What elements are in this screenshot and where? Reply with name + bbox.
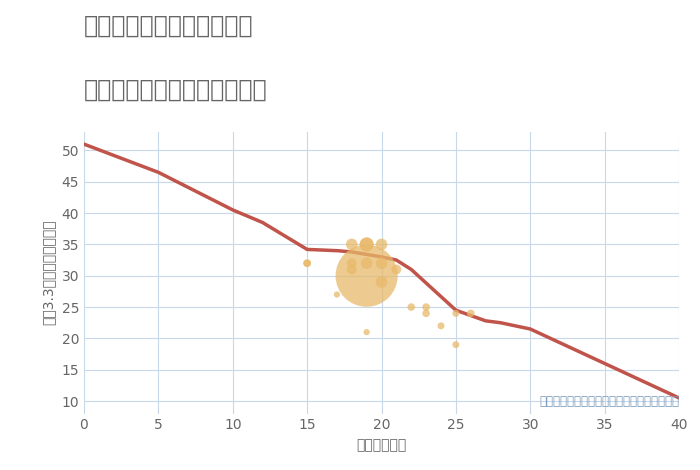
Text: 兵庫県姫路市豊富町甲丘の: 兵庫県姫路市豊富町甲丘の xyxy=(84,14,253,38)
Point xyxy=(376,259,387,267)
Text: 円の大きさは、取引のあった物件面積を示す: 円の大きさは、取引のあった物件面積を示す xyxy=(539,395,679,408)
Point xyxy=(346,241,357,248)
Text: 築年数別中古マンション価格: 築年数別中古マンション価格 xyxy=(84,78,267,102)
Point xyxy=(421,310,432,317)
Point xyxy=(450,310,461,317)
Y-axis label: 坪（3.3㎡）単価（万円）: 坪（3.3㎡）単価（万円） xyxy=(42,220,56,325)
Point xyxy=(302,259,313,267)
Point xyxy=(450,341,461,348)
Point xyxy=(435,322,447,329)
Point xyxy=(376,241,387,248)
Point xyxy=(361,329,372,336)
Point xyxy=(361,241,372,248)
X-axis label: 築年数（年）: 築年数（年） xyxy=(356,438,407,452)
Point xyxy=(406,303,417,311)
Point xyxy=(391,266,402,273)
Point xyxy=(346,259,357,267)
Point xyxy=(346,266,357,273)
Point xyxy=(361,272,372,280)
Point xyxy=(376,278,387,286)
Point xyxy=(361,241,372,248)
Point xyxy=(465,310,476,317)
Point xyxy=(302,259,313,267)
Point xyxy=(421,303,432,311)
Point xyxy=(361,259,372,267)
Point xyxy=(331,291,342,298)
